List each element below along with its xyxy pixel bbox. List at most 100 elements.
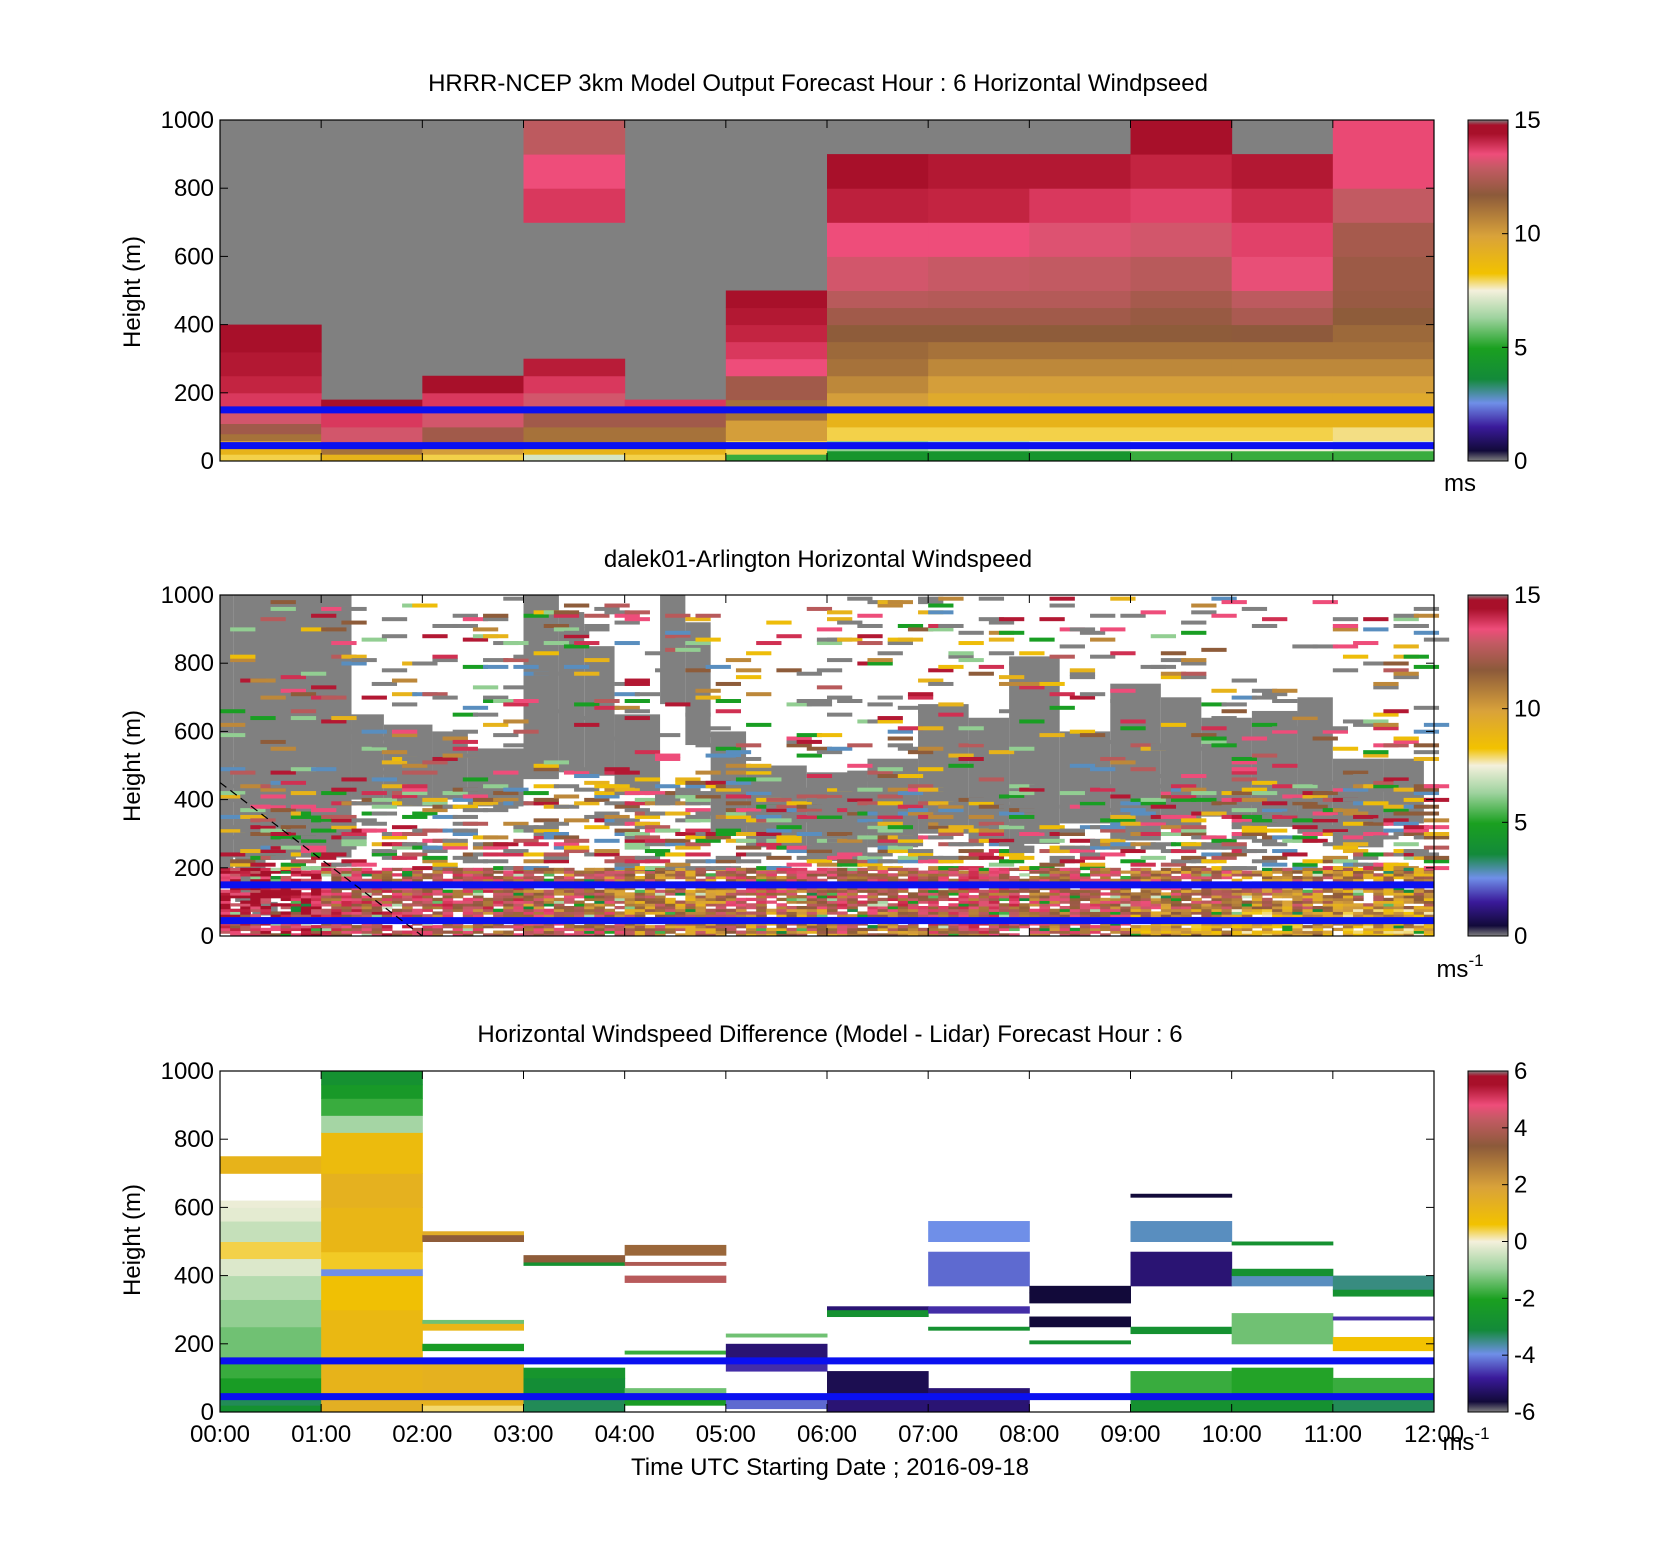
- lidar-cell: [1262, 878, 1273, 882]
- lidar-cell: [1181, 774, 1207, 779]
- lidar-cell: [503, 719, 529, 724]
- lidar-cell: [806, 702, 833, 707]
- lidar-cell: [938, 831, 964, 836]
- lidar-cell: [1373, 895, 1384, 899]
- lidar-cell: [371, 889, 383, 893]
- lidar-cell: [1332, 845, 1359, 850]
- lidar-cell: [938, 596, 964, 601]
- lidar-cell: [746, 905, 757, 910]
- lidar-cell: [978, 897, 990, 902]
- lidar-cell: [897, 897, 909, 902]
- lidar-cell: [1191, 867, 1202, 872]
- lidar-cell: [483, 835, 509, 840]
- lidar-cell: [381, 750, 408, 755]
- lidar-cell: [1423, 722, 1450, 727]
- lidar-cell: [290, 859, 317, 864]
- lidar-cell: [402, 930, 413, 934]
- lidar-cell: [715, 925, 727, 929]
- lidar-cell: [1110, 892, 1121, 896]
- lidar-cell: [897, 903, 909, 907]
- lidar-cell: [341, 729, 367, 734]
- lidar-cell: [938, 886, 949, 891]
- lidar-cell: [1383, 828, 1409, 833]
- lidar-cell: [877, 908, 889, 912]
- lidar-cell: [1292, 900, 1303, 904]
- lidar-cell: [341, 606, 367, 611]
- lidar-cell: [402, 878, 413, 882]
- lidar-cell: [270, 746, 296, 751]
- lidar-cell: [1292, 908, 1303, 912]
- lidar-cell: [1373, 927, 1384, 932]
- heatmap-cell: [220, 1221, 322, 1242]
- lidar-cell: [1413, 664, 1440, 669]
- lidar-cell: [422, 892, 433, 896]
- lidar-cell: [220, 903, 231, 907]
- lidar-cell: [1322, 873, 1334, 877]
- heatmap-cell: [1029, 154, 1131, 189]
- lidar-cell: [1231, 908, 1243, 912]
- lidar-cell: [988, 870, 1000, 874]
- heatmap-cell: [1332, 392, 1435, 411]
- lidar-cell: [857, 900, 868, 904]
- lidar-cell: [816, 878, 828, 882]
- lidar-cell: [493, 903, 504, 907]
- lidar-cell: [543, 911, 555, 915]
- lidar-cell: [1170, 908, 1182, 912]
- lidar-cell: [685, 925, 696, 929]
- heatmap-cell: [928, 307, 1030, 326]
- lidar-cell: [584, 933, 595, 937]
- lidar-cell: [381, 784, 408, 789]
- lidar-cell: [857, 613, 883, 618]
- lidar-cell: [1110, 930, 1121, 934]
- lidar-cell: [1282, 878, 1293, 882]
- lidar-cell: [331, 825, 357, 830]
- lidar-cell: [371, 870, 383, 874]
- y-tick-label: 0: [201, 1399, 214, 1426]
- lidar-cell: [1049, 870, 1061, 874]
- lidar-cell: [563, 892, 575, 896]
- lidar-cell: [1140, 895, 1152, 899]
- lidar-cell: [1090, 903, 1101, 907]
- lidar-cell: [503, 897, 514, 902]
- lidar-cell: [1039, 886, 1051, 891]
- lidar-cell: [1231, 903, 1243, 907]
- lidar-cell: [988, 892, 1000, 896]
- lidar-cell: [361, 911, 373, 915]
- lidar-cell: [230, 867, 241, 872]
- lidar-cell: [938, 895, 949, 899]
- lidar-cell: [948, 905, 960, 910]
- lidar-cell: [1312, 875, 1324, 880]
- lidar-cell: [1140, 927, 1152, 932]
- lidar-cell: [250, 905, 261, 910]
- heatmap-cell: [624, 443, 727, 455]
- lidar-cell: [311, 873, 322, 877]
- lidar-cell: [503, 787, 529, 792]
- lidar-cell: [827, 658, 853, 663]
- lidar-cell: [381, 897, 393, 902]
- lidar-cell: [280, 886, 292, 891]
- lidar-cell: [1201, 736, 1227, 741]
- lidar-cell: [351, 889, 363, 893]
- lidar-cell: [250, 914, 261, 918]
- lidar-cell: [513, 892, 524, 896]
- lidar-cell: [837, 637, 863, 642]
- lidar-cell: [493, 699, 519, 704]
- lidar-cell: [806, 859, 833, 864]
- lidar-cell: [695, 743, 721, 748]
- heatmap-cell: [928, 450, 1030, 462]
- lidar-cell: [311, 685, 337, 690]
- lidar-cell: [1191, 610, 1217, 615]
- lidar-cell: [978, 878, 990, 882]
- lidar-cell: [816, 804, 843, 809]
- lidar-cell: [948, 753, 974, 758]
- lidar-cell: [240, 886, 251, 891]
- heatmap-cell: [1130, 1193, 1233, 1198]
- lidar-cell: [877, 794, 903, 799]
- lidar-cell: [230, 862, 256, 867]
- lidar-cell: [958, 726, 984, 731]
- heatmap-cell: [220, 1156, 322, 1174]
- lidar-cell: [1262, 855, 1288, 860]
- lidar-cell: [1150, 870, 1162, 874]
- lidar-cell: [250, 897, 261, 902]
- lidar-cell: [715, 889, 727, 893]
